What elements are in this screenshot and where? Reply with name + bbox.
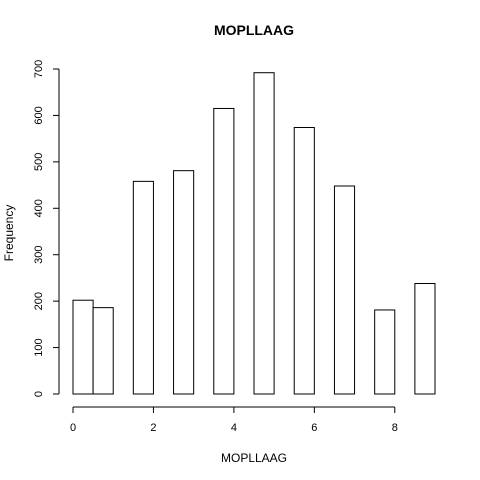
y-tick-label: 600 <box>33 106 45 124</box>
y-tick-label: 300 <box>33 246 45 264</box>
histogram-bar <box>253 72 275 395</box>
y-axis-label: Frequency <box>2 205 16 262</box>
x-tick-label: 8 <box>392 422 398 434</box>
y-axis: 0 100 200 300 400 500 600 700 <box>33 60 60 397</box>
y-tick-label: 500 <box>33 153 45 171</box>
chart-title: MOPLLAAG <box>214 22 294 38</box>
x-tick-label: 4 <box>231 422 237 434</box>
x-tick-label: 2 <box>150 422 156 434</box>
histogram-bar <box>173 170 195 395</box>
x-tick-label: 6 <box>311 422 317 434</box>
histogram-bar <box>132 180 154 395</box>
x-axis: 0 2 4 6 8 <box>70 406 398 434</box>
y-tick-label: 200 <box>33 292 45 310</box>
x-tick-label: 0 <box>70 422 76 434</box>
histogram-bar <box>72 299 94 395</box>
y-tick-label: 700 <box>33 60 45 78</box>
bars-group <box>72 72 436 395</box>
x-axis-label: MOPLLAAG <box>221 451 287 465</box>
histogram-bar <box>92 307 114 395</box>
histogram-bar <box>374 309 396 395</box>
y-tick-label: 100 <box>33 338 45 356</box>
histogram-bar <box>293 127 315 395</box>
histogram-bar <box>213 107 235 395</box>
histogram-bar <box>414 283 436 395</box>
y-tick-label: 400 <box>33 199 45 217</box>
histogram-bar <box>333 185 356 395</box>
y-tick-label: 0 <box>33 391 45 397</box>
